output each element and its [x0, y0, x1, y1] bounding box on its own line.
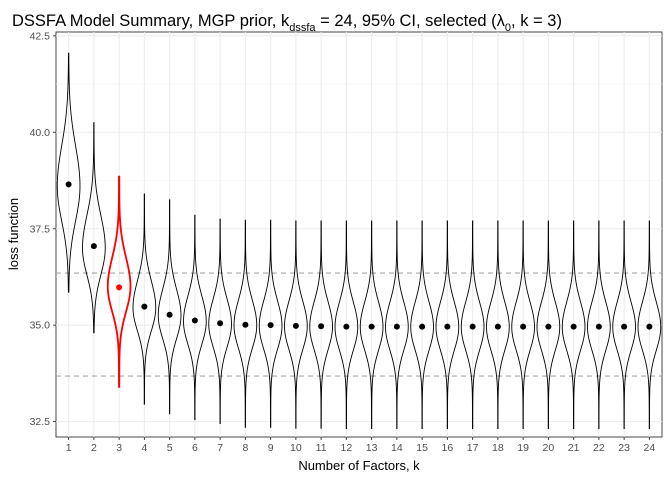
mean-point-k-20: [545, 323, 552, 330]
title-lambda: λ: [497, 12, 506, 30]
x-tick-label: 7: [217, 442, 223, 454]
violin-k-11: [309, 220, 333, 429]
title-part-middle: = 24, 95% CI, selected (: [316, 12, 498, 30]
x-tick-label: 24: [644, 442, 656, 454]
x-tick-label: 12: [341, 442, 353, 454]
mean-point-k-16: [444, 323, 451, 330]
mean-point-k-4: [141, 303, 148, 310]
x-tick-label: 8: [242, 442, 248, 454]
mean-point-k-9: [267, 322, 274, 329]
mean-point-k-3: [116, 284, 123, 291]
violin-k-8: [233, 219, 258, 428]
mean-point-k-21: [570, 323, 577, 330]
mean-point-k-19: [520, 323, 527, 330]
x-tick-label: 16: [442, 442, 454, 454]
plot-panel: [55, 31, 663, 438]
mean-point-k-7: [217, 320, 224, 327]
x-tick-label: 9: [268, 442, 274, 454]
x-tick-label: 14: [391, 442, 403, 454]
mean-point-k-13: [368, 323, 375, 330]
violin-k-3: [106, 175, 132, 388]
x-tick-label: 10: [290, 442, 302, 454]
mean-point-k-6: [191, 317, 198, 324]
title-part-before-k: DSSFA Model Summary, MGP prior, k: [12, 12, 290, 30]
mean-point-k-17: [469, 323, 476, 330]
x-tick-label: 5: [167, 442, 173, 454]
title-part-end: , k = 3): [511, 12, 562, 30]
x-tick-label: 1: [66, 442, 72, 454]
violin-k-10: [284, 220, 308, 429]
y-tick-label: 37.5: [30, 223, 51, 235]
mean-point-k-1: [65, 181, 72, 188]
mean-point-k-15: [419, 323, 426, 330]
mean-point-k-22: [595, 323, 602, 330]
title-k-subscript: dssfa: [289, 22, 316, 34]
y-axis-ticks: 32.5 35.0 37.5 40.0 42.5: [30, 30, 56, 428]
x-tick-label: 18: [492, 442, 504, 454]
violin-k-18: [486, 220, 510, 429]
mean-point-k-2: [90, 243, 97, 250]
grid-lines: [56, 32, 662, 437]
mean-point-k-11: [318, 323, 325, 330]
x-tick-label: 19: [517, 442, 529, 454]
x-tick-label: 13: [366, 442, 378, 454]
x-tick-label: 4: [141, 442, 147, 454]
violin-k-5: [157, 199, 182, 415]
x-tick-label: 21: [568, 442, 580, 454]
x-tick-label: 11: [316, 442, 327, 454]
x-tick-label: 15: [416, 442, 428, 454]
y-axis-title: loss function: [6, 198, 21, 270]
violin-k-7: [208, 218, 232, 424]
y-tick-label: 35.0: [30, 320, 51, 332]
violin-k-4: [132, 193, 157, 405]
violin-k-22: [587, 220, 611, 429]
mean-point-k-14: [393, 323, 400, 330]
x-tick-label: 20: [543, 442, 555, 454]
violins: [56, 52, 662, 429]
mean-point-k-18: [494, 323, 501, 330]
violin-k-9: [258, 219, 283, 428]
mean-point-k-5: [166, 311, 173, 318]
x-tick-label: 6: [192, 442, 198, 454]
y-tick-label: 32.5: [30, 416, 51, 428]
mean-point-k-24: [646, 323, 653, 330]
x-tick-label: 17: [467, 442, 479, 454]
violin-k-13: [359, 220, 384, 429]
title-lambda-subscript: 0: [505, 22, 511, 34]
violin-k-23: [612, 220, 636, 429]
reference-lines: [56, 272, 662, 377]
mean-point-k-23: [621, 323, 628, 330]
mean-point-k-8: [242, 321, 249, 328]
y-tick-label: 40.0: [30, 127, 51, 139]
violin-k-15: [410, 220, 434, 429]
violin-k-1: [56, 52, 81, 293]
y-tick-label: 42.5: [30, 30, 51, 42]
x-tick-label: 23: [618, 442, 630, 454]
violin-k-6: [183, 214, 207, 421]
mean-point-k-10: [292, 322, 299, 329]
violin-k-20: [536, 220, 561, 429]
x-tick-label: 22: [593, 442, 605, 454]
x-tick-label: 2: [91, 442, 97, 454]
violin-k-24: [637, 220, 662, 429]
chart-title: DSSFA Model Summary, MGP prior, kdssfa =…: [12, 12, 562, 34]
x-axis-ticks: 1 2 3 4 5 6 7 8 9 10 11 12 13 14 15 16 17 18 19 20 21 22 23 24: [66, 437, 656, 454]
x-tick-label: 3: [116, 442, 122, 454]
violin-k-21: [561, 220, 586, 429]
violin-k-2: [82, 122, 106, 334]
violin-k-12: [334, 220, 359, 429]
violin-k-14: [385, 220, 409, 429]
violin-k-17: [460, 220, 485, 429]
violin-k-16: [435, 220, 460, 429]
mean-point-k-12: [343, 323, 350, 330]
violin-k-19: [511, 220, 535, 429]
x-axis-title: Number of Factors, k: [298, 458, 420, 473]
